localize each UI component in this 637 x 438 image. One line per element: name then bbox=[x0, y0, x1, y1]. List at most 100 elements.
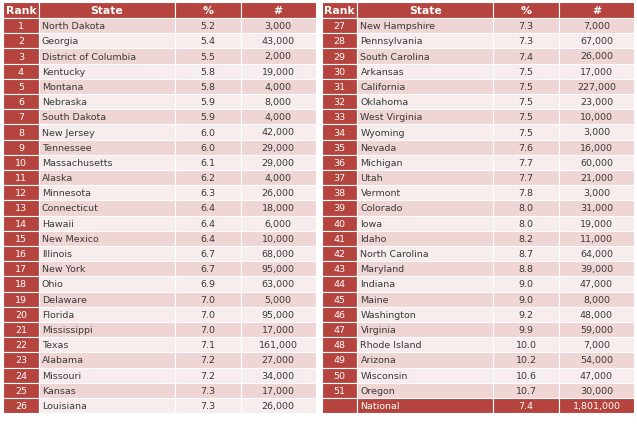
Bar bbox=[559, 125, 634, 140]
Bar bbox=[559, 171, 634, 186]
Text: 14: 14 bbox=[15, 219, 27, 228]
Text: 29: 29 bbox=[333, 53, 345, 61]
Bar bbox=[559, 216, 634, 231]
Bar bbox=[175, 95, 241, 110]
Bar bbox=[322, 307, 357, 322]
Bar bbox=[3, 19, 39, 34]
Bar bbox=[357, 231, 494, 247]
Bar bbox=[357, 337, 494, 353]
Text: 7.3: 7.3 bbox=[200, 401, 215, 410]
Text: Tennessee: Tennessee bbox=[42, 143, 92, 152]
Text: 161,000: 161,000 bbox=[259, 340, 297, 350]
Text: 95,000: 95,000 bbox=[262, 310, 294, 319]
Text: 20: 20 bbox=[15, 310, 27, 319]
Bar bbox=[357, 307, 494, 322]
Text: California: California bbox=[361, 83, 406, 92]
Bar bbox=[357, 292, 494, 307]
Text: Colorado: Colorado bbox=[361, 204, 403, 213]
Text: #: # bbox=[592, 6, 601, 16]
Bar bbox=[494, 19, 559, 34]
Text: 15: 15 bbox=[15, 234, 27, 244]
Bar bbox=[3, 398, 39, 413]
Text: 26,000: 26,000 bbox=[262, 189, 294, 198]
Text: Wisconsin: Wisconsin bbox=[361, 371, 408, 380]
Text: Rank: Rank bbox=[324, 6, 355, 16]
Text: 17,000: 17,000 bbox=[580, 67, 613, 77]
Text: New Hampshire: New Hampshire bbox=[361, 22, 436, 31]
Bar bbox=[559, 398, 634, 413]
Bar bbox=[175, 292, 241, 307]
Bar bbox=[175, 201, 241, 216]
Text: 33: 33 bbox=[333, 113, 346, 122]
Text: 5.9: 5.9 bbox=[200, 98, 215, 107]
Bar bbox=[241, 307, 315, 322]
Bar bbox=[3, 34, 39, 49]
Bar bbox=[357, 140, 494, 155]
Text: New Jersey: New Jersey bbox=[42, 128, 95, 137]
Bar bbox=[39, 49, 175, 64]
Text: 10,000: 10,000 bbox=[262, 234, 294, 244]
Text: Delaware: Delaware bbox=[42, 295, 87, 304]
Text: Alabama: Alabama bbox=[42, 356, 84, 365]
Bar bbox=[241, 3, 315, 19]
Bar bbox=[3, 261, 39, 277]
Bar bbox=[322, 140, 357, 155]
Bar bbox=[3, 49, 39, 64]
Bar bbox=[175, 19, 241, 34]
Text: 10: 10 bbox=[15, 159, 27, 167]
Bar bbox=[175, 322, 241, 337]
Text: 10.6: 10.6 bbox=[516, 371, 537, 380]
Text: 59,000: 59,000 bbox=[580, 325, 613, 334]
Text: 5.8: 5.8 bbox=[200, 67, 215, 77]
Text: 2,000: 2,000 bbox=[264, 53, 292, 61]
Text: 19: 19 bbox=[15, 295, 27, 304]
Text: Virginia: Virginia bbox=[361, 325, 396, 334]
Text: 6.0: 6.0 bbox=[200, 128, 215, 137]
Bar bbox=[559, 337, 634, 353]
Bar bbox=[241, 383, 315, 398]
Text: 39: 39 bbox=[333, 204, 345, 213]
Text: 6.3: 6.3 bbox=[200, 189, 215, 198]
Bar bbox=[3, 307, 39, 322]
Text: Pennsylvania: Pennsylvania bbox=[361, 37, 423, 46]
Text: 24: 24 bbox=[15, 371, 27, 380]
Text: 7.3: 7.3 bbox=[200, 386, 215, 395]
Bar bbox=[494, 110, 559, 125]
Bar bbox=[3, 216, 39, 231]
Bar bbox=[494, 125, 559, 140]
Bar bbox=[3, 3, 39, 19]
Text: 7.2: 7.2 bbox=[200, 356, 215, 365]
Bar bbox=[559, 155, 634, 171]
Text: 8,000: 8,000 bbox=[264, 98, 292, 107]
Bar bbox=[322, 19, 357, 34]
Text: 7: 7 bbox=[18, 113, 24, 122]
Bar bbox=[3, 337, 39, 353]
Bar bbox=[241, 171, 315, 186]
Bar bbox=[39, 80, 175, 95]
Bar bbox=[322, 368, 357, 383]
Bar bbox=[559, 49, 634, 64]
Bar bbox=[494, 49, 559, 64]
Text: 6.1: 6.1 bbox=[200, 159, 215, 167]
Text: 5.9: 5.9 bbox=[200, 113, 215, 122]
Bar bbox=[357, 125, 494, 140]
Bar bbox=[241, 95, 315, 110]
Text: West Virginia: West Virginia bbox=[361, 113, 423, 122]
Bar bbox=[241, 64, 315, 80]
Text: Washington: Washington bbox=[361, 310, 416, 319]
Bar bbox=[241, 353, 315, 368]
Text: 9: 9 bbox=[18, 143, 24, 152]
Text: State: State bbox=[90, 6, 124, 16]
Bar bbox=[241, 186, 315, 201]
Text: 10,000: 10,000 bbox=[580, 113, 613, 122]
Text: 19,000: 19,000 bbox=[262, 67, 294, 77]
Text: Iowa: Iowa bbox=[361, 219, 383, 228]
Bar bbox=[357, 201, 494, 216]
Text: South Carolina: South Carolina bbox=[361, 53, 430, 61]
Bar bbox=[322, 186, 357, 201]
Bar bbox=[559, 247, 634, 261]
Text: 16: 16 bbox=[15, 250, 27, 258]
Bar bbox=[494, 216, 559, 231]
Text: 7.0: 7.0 bbox=[200, 295, 215, 304]
Bar bbox=[357, 155, 494, 171]
